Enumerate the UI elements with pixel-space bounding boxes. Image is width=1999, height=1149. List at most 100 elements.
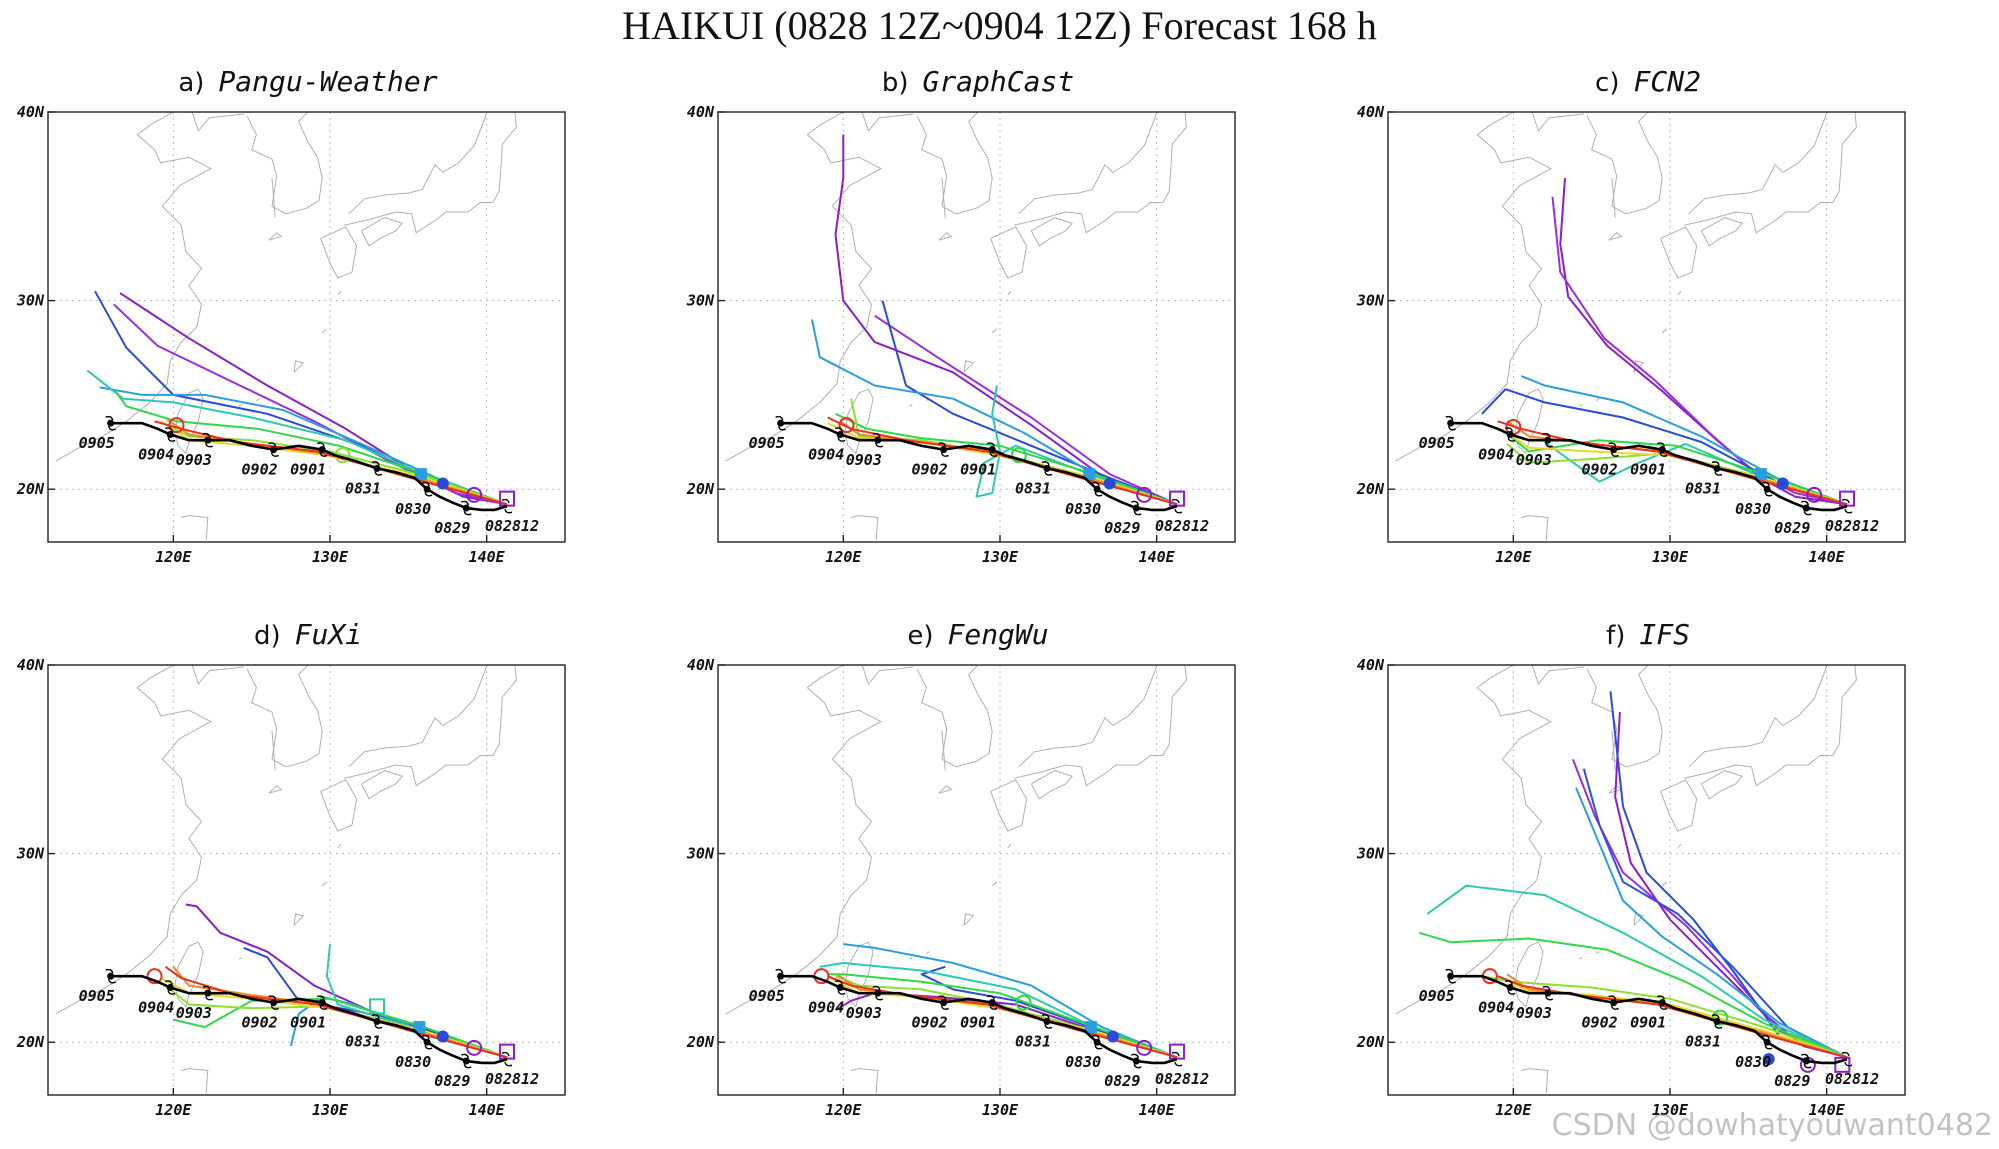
forecast-track — [1506, 973, 1848, 1059]
panel-title-b: b) GraphCast — [718, 65, 1238, 105]
typhoon-marker — [836, 984, 844, 991]
date-label: 0830 — [1065, 1053, 1101, 1071]
typhoon-marker — [1043, 1017, 1051, 1025]
date-label: 0902 — [1582, 461, 1618, 479]
y-tick-label: 20N — [16, 1033, 45, 1051]
typhoon-symbol — [371, 1014, 383, 1029]
coastline — [1683, 665, 1857, 787]
forecast-marker — [1712, 1009, 1729, 1026]
forecast-track — [1426, 884, 1848, 1059]
typhoon-marker — [1802, 1057, 1810, 1065]
typhoon-marker — [988, 446, 996, 454]
coastline — [293, 913, 305, 926]
date-label: 0904 — [138, 446, 174, 464]
forecast-marker — [1776, 477, 1789, 490]
typhoon-symbol — [775, 415, 786, 431]
coastline — [1013, 112, 1187, 234]
coastline — [1007, 290, 1012, 296]
forecast-track — [834, 134, 1178, 506]
coastline — [1611, 730, 1616, 771]
coastline — [320, 779, 358, 832]
plot-frame — [47, 111, 566, 543]
coastline — [908, 956, 913, 960]
coastline — [1700, 217, 1743, 247]
coastline — [348, 665, 488, 768]
model-name: FCN2 — [1633, 65, 1701, 98]
typhoon-marker — [777, 972, 785, 980]
y-tick-label: 20N — [16, 480, 45, 498]
date-label: 0905 — [749, 434, 785, 452]
coastline — [1700, 770, 1743, 800]
typhoon-symbol — [1841, 498, 1853, 514]
typhoon-symbol — [202, 985, 214, 1001]
coastline — [1531, 112, 1584, 132]
forecast-track — [1506, 443, 1848, 506]
forecast-marker — [1083, 468, 1096, 481]
coastline — [271, 177, 276, 218]
forecast-track — [874, 314, 1178, 506]
model-name: FuXi — [294, 618, 363, 651]
date-label: 0902 — [1582, 1014, 1618, 1032]
date-label: 0829 — [1104, 1072, 1140, 1090]
coastline — [320, 226, 358, 279]
panel-title-d: d) FuXi — [48, 618, 568, 658]
coastline — [1013, 665, 1187, 787]
date-label: 0829 — [1774, 1072, 1810, 1090]
coastline — [238, 956, 243, 960]
start-label: 082812 — [1155, 1070, 1209, 1088]
coastline — [360, 217, 403, 247]
y-tick-label: 40N — [17, 656, 45, 674]
coastline — [1660, 226, 1698, 279]
coastline — [938, 785, 953, 794]
forecast-marker — [466, 486, 483, 503]
forecast-marker — [1015, 994, 1032, 1011]
typhoon-marker — [1658, 446, 1666, 454]
x-tick-label: 140E — [1809, 548, 1846, 566]
x-tick-label: 140E — [469, 548, 506, 566]
typhoon-symbol — [1761, 481, 1773, 497]
typhoon-marker — [1544, 436, 1552, 444]
coastline — [1521, 1068, 1549, 1094]
typhoon-symbol — [268, 995, 279, 1010]
forecast-marker — [1136, 1039, 1153, 1056]
typhoon-marker — [1447, 972, 1455, 980]
typhoon-symbol — [1801, 500, 1812, 516]
coastline — [1018, 112, 1158, 215]
typhoon-symbol — [1801, 1053, 1812, 1069]
coastline — [293, 360, 305, 373]
forecast-track — [834, 992, 1178, 1059]
date-label: 0829 — [1774, 519, 1810, 537]
typhoon-marker — [107, 419, 115, 427]
date-label: 0830 — [1735, 1053, 1771, 1071]
forecast-track — [1551, 196, 1848, 506]
coastline — [1531, 665, 1584, 685]
coastline — [1596, 951, 1600, 955]
date-label: 0903 — [176, 451, 212, 469]
typhoon-symbol — [1041, 1014, 1053, 1029]
coastline — [1683, 112, 1857, 234]
y-tick-label: 40N — [687, 656, 715, 674]
typhoon-symbol — [105, 415, 116, 431]
typhoon-symbol — [421, 481, 433, 497]
forecast-track — [827, 973, 1178, 1059]
typhoon-marker — [1713, 464, 1721, 472]
coastline — [268, 232, 283, 241]
forecast-track — [166, 418, 508, 506]
typhoon-symbol — [834, 427, 846, 442]
date-label: 0901 — [290, 1014, 326, 1032]
typhoon-symbol — [501, 1051, 513, 1067]
coastline — [348, 112, 488, 215]
forecast-marker — [1806, 486, 1823, 503]
coastline — [1586, 112, 1663, 215]
typhoon-symbol — [1608, 442, 1619, 457]
panel-label: f) — [1606, 621, 1626, 651]
typhoon-marker — [1043, 464, 1051, 472]
typhoon-symbol — [1656, 442, 1668, 457]
coastline — [861, 112, 914, 132]
typhoon-marker — [462, 1057, 470, 1065]
x-tick-label: 130E — [312, 1101, 349, 1119]
forecast-marker — [414, 468, 427, 481]
